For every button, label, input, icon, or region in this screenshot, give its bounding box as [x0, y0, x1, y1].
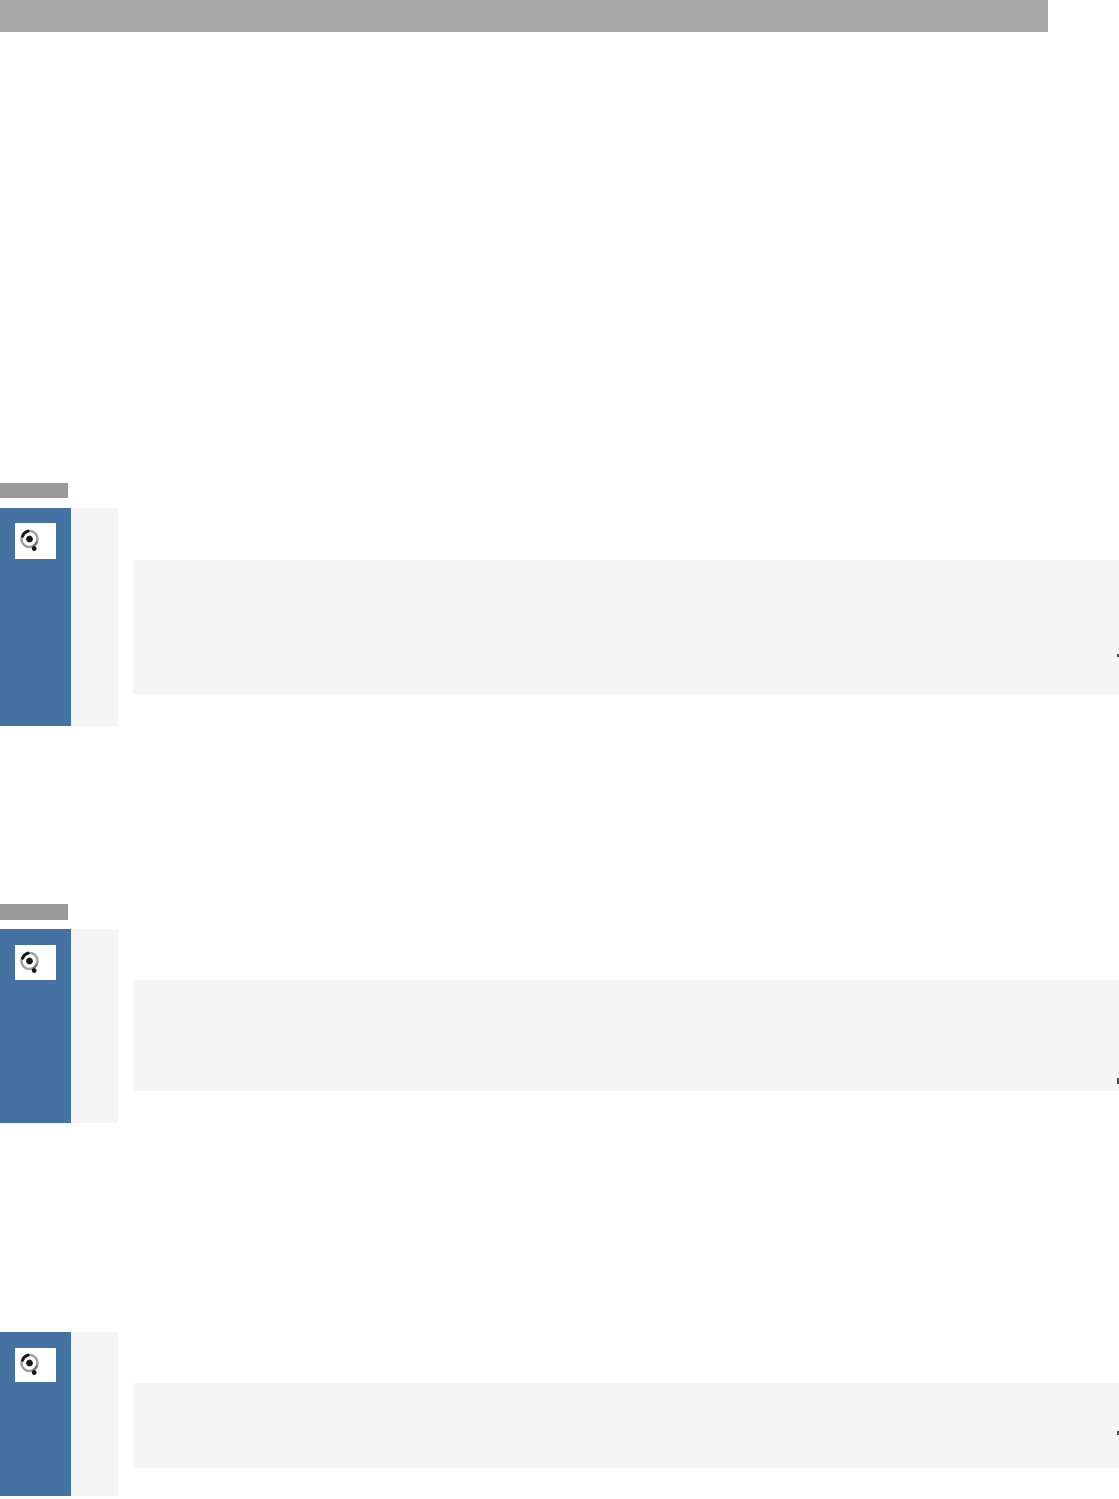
image-placeholder-block[interactable] [0, 929, 71, 1123]
side-strip [71, 929, 118, 1123]
broken-image-icon [20, 1353, 39, 1375]
content-band [133, 980, 1119, 1091]
clipped-edge-mark [1117, 654, 1119, 657]
header-bar [0, 0, 1048, 32]
section-label-bar [0, 904, 68, 920]
image-placeholder-block[interactable] [0, 508, 71, 726]
clipped-edge-mark [1117, 1431, 1119, 1435]
content-band [133, 1383, 1119, 1468]
broken-image-frame [15, 1348, 56, 1382]
broken-image-icon [20, 529, 39, 551]
broken-image-icon [20, 951, 39, 973]
content-band [133, 560, 1119, 694]
side-strip [71, 1332, 118, 1496]
clipped-edge-mark [1117, 1078, 1119, 1084]
side-strip [71, 508, 118, 726]
broken-image-frame [15, 523, 56, 559]
section-label-bar [0, 483, 68, 498]
broken-image-frame [15, 945, 56, 980]
image-placeholder-block[interactable] [0, 1332, 71, 1496]
